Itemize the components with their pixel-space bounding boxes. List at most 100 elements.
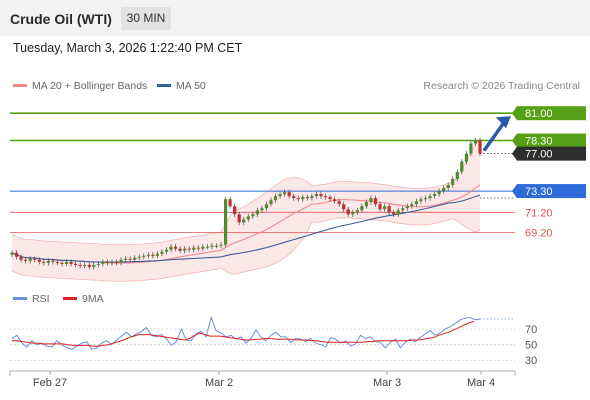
candle xyxy=(283,189,287,197)
candle-body xyxy=(237,214,241,223)
candle-body xyxy=(128,258,132,260)
candle xyxy=(155,251,159,259)
candle xyxy=(410,201,414,209)
candle-body xyxy=(473,140,478,144)
candle xyxy=(124,256,128,263)
level-tag-pointer-77-00 xyxy=(512,146,517,161)
candle xyxy=(214,243,219,249)
candle-body xyxy=(423,198,428,200)
candle-body xyxy=(214,245,219,247)
candle xyxy=(187,246,191,253)
x-axis-label: Feb 27 xyxy=(33,377,67,389)
candle xyxy=(437,188,441,197)
candle-body xyxy=(278,194,282,197)
candle-body xyxy=(187,248,191,250)
candle-body xyxy=(242,219,246,223)
candle xyxy=(201,244,205,252)
level-label-69-20: 69.20 xyxy=(525,228,553,240)
candle xyxy=(164,247,169,255)
candle-body xyxy=(255,210,259,215)
candle xyxy=(60,260,64,267)
candle-body xyxy=(433,194,437,197)
candle-body xyxy=(346,209,350,215)
candle-body xyxy=(33,258,37,260)
level-label-77-00: 77.00 xyxy=(525,149,553,161)
candle xyxy=(192,245,196,253)
candlesticks xyxy=(10,137,482,270)
candle-body xyxy=(396,210,400,215)
rsi-tick-30: 30 xyxy=(525,355,537,367)
candle xyxy=(105,259,109,266)
candle xyxy=(255,207,259,217)
candle xyxy=(319,191,323,199)
candle xyxy=(228,196,232,209)
candle xyxy=(146,252,150,259)
legend-ma20: MA 20 + Bollinger Bands xyxy=(13,80,147,92)
candle-body xyxy=(201,246,205,249)
candle xyxy=(128,256,132,263)
candle xyxy=(328,194,332,202)
candle-body xyxy=(387,206,391,213)
candle-body xyxy=(464,153,468,162)
candle-body xyxy=(192,247,196,250)
candle-body xyxy=(305,197,309,199)
candle xyxy=(419,196,423,204)
level-tag-pointer-78-30 xyxy=(512,133,517,148)
candle xyxy=(296,195,300,202)
candle xyxy=(19,254,23,263)
candle xyxy=(142,253,146,260)
candle-body xyxy=(146,254,150,256)
legend-rsi-swatch xyxy=(13,296,27,300)
candle xyxy=(15,250,19,260)
candle-body xyxy=(446,185,450,188)
candle-body xyxy=(151,254,155,256)
candle-body xyxy=(469,143,473,154)
candle xyxy=(342,201,346,212)
candle xyxy=(314,191,318,199)
candle xyxy=(246,213,250,222)
candle xyxy=(42,259,46,266)
candle-body xyxy=(283,192,287,195)
candle xyxy=(433,191,437,199)
candle xyxy=(414,198,418,207)
title-bar xyxy=(0,0,590,36)
legend-rsi-label: RSI xyxy=(32,293,50,305)
candle-body xyxy=(74,263,78,265)
candle-body xyxy=(228,199,232,207)
candle-body xyxy=(319,194,323,197)
candle-body xyxy=(46,260,50,263)
candle xyxy=(10,250,14,258)
level-label-73-30: 73.30 xyxy=(525,186,553,198)
candle xyxy=(74,261,78,268)
candle xyxy=(478,137,482,157)
candle xyxy=(278,191,282,199)
candle xyxy=(455,169,459,182)
rsi-ma-line xyxy=(12,320,475,347)
candle xyxy=(242,216,246,225)
candle-body xyxy=(178,248,182,251)
candle xyxy=(346,206,350,217)
candle xyxy=(323,193,328,200)
candle xyxy=(78,262,82,269)
ma50-line xyxy=(11,194,481,263)
candle-body xyxy=(15,252,19,257)
candle-body xyxy=(360,206,364,211)
x-axis: Feb 27 Mar 2 Mar 3 Mar 4 xyxy=(9,370,516,389)
timeframe-badge[interactable]: 30 MIN xyxy=(121,7,171,30)
candle-body xyxy=(451,178,455,185)
candle xyxy=(119,257,123,266)
candle xyxy=(92,262,96,270)
candle xyxy=(364,199,368,209)
level-label-71-20: 71.20 xyxy=(525,207,553,219)
candle-body xyxy=(478,140,482,154)
moving-averages xyxy=(11,116,511,264)
candle xyxy=(287,189,291,199)
candle xyxy=(464,151,468,165)
candle xyxy=(24,257,28,264)
candle xyxy=(333,196,337,204)
candle-body xyxy=(210,245,214,247)
candle xyxy=(169,244,173,253)
candle xyxy=(33,256,37,263)
bollinger-lower-line xyxy=(11,217,481,282)
candle xyxy=(69,259,73,267)
